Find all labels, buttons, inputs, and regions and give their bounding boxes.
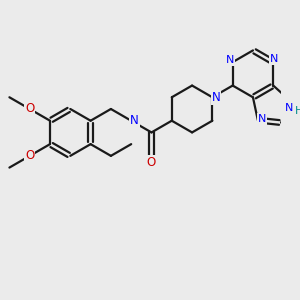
Text: H: H <box>295 106 300 116</box>
Text: N: N <box>226 55 235 65</box>
Text: N: N <box>285 103 294 113</box>
Text: N: N <box>130 114 139 127</box>
Text: O: O <box>25 149 34 162</box>
Text: O: O <box>25 103 34 116</box>
Text: N: N <box>258 114 266 124</box>
Text: O: O <box>147 156 156 169</box>
Text: N: N <box>212 91 220 104</box>
Text: N: N <box>270 54 279 64</box>
